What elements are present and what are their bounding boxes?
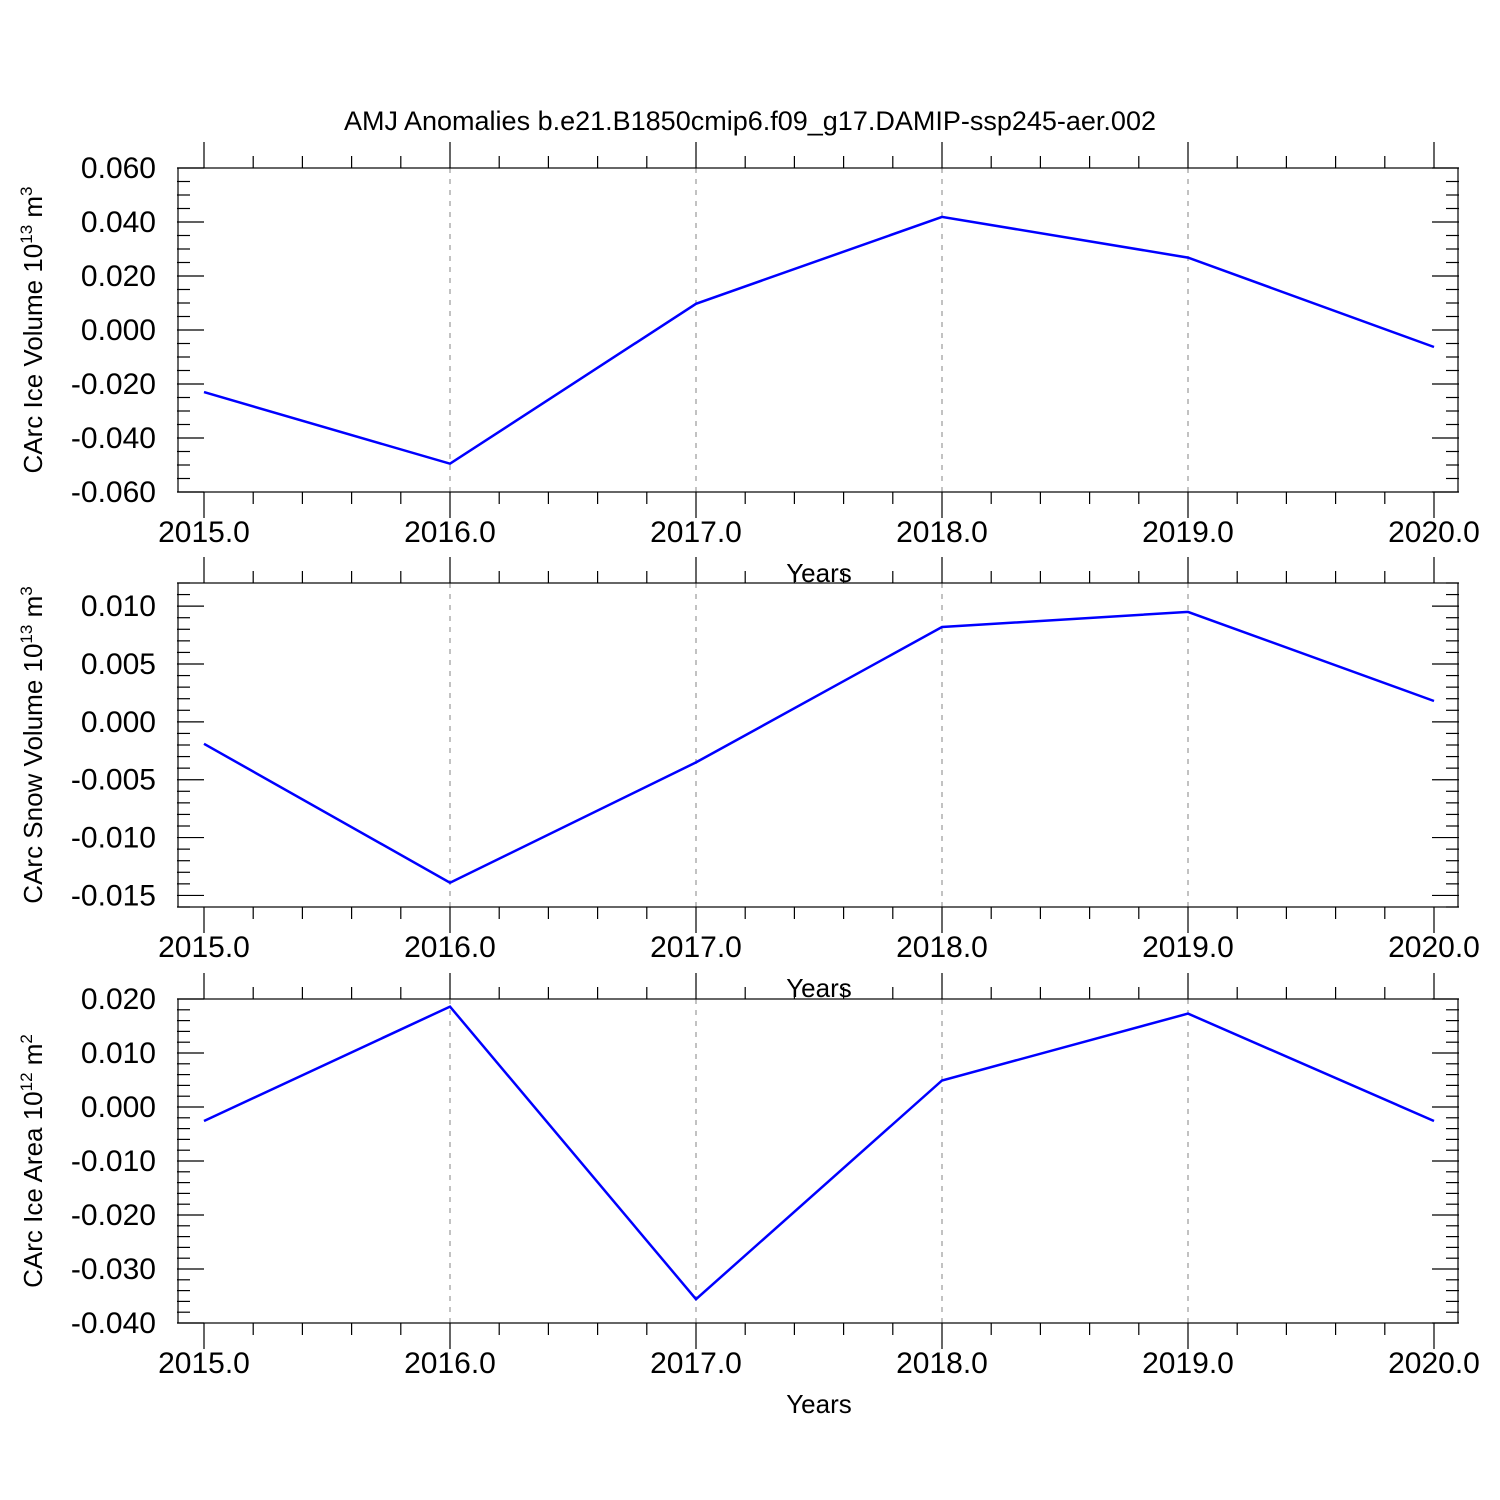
y-axis-label-exponent: 2	[17, 1034, 36, 1043]
y-tick-label: 0.000	[81, 314, 156, 347]
x-tick-label: 2017.0	[650, 516, 742, 549]
x-tick-label: 2017.0	[650, 1347, 742, 1380]
y-tick-label: -0.010	[71, 822, 156, 855]
y-axis-label-text: CArc Ice Volume 10	[18, 244, 48, 474]
y-tick-label: 0.005	[81, 648, 156, 681]
series-line	[203, 215, 1435, 466]
y-tick-label: 0.020	[81, 983, 156, 1016]
y-tick-label: -0.010	[71, 1145, 156, 1178]
y-tick-label: 0.010	[81, 1037, 156, 1070]
x-tick-label: 2016.0	[404, 931, 496, 964]
y-axis-label-text: CArc Snow Volume 10	[18, 644, 48, 904]
y-axis-label-text: m	[18, 196, 48, 225]
y-tick-label: -0.040	[71, 1307, 156, 1340]
x-tick-label: 2019.0	[1142, 1347, 1234, 1380]
plot-frame	[177, 582, 1459, 908]
y-tick-label: 0.000	[81, 1091, 156, 1124]
y-tick-label: -0.060	[71, 476, 156, 509]
y-tick-label: 0.020	[81, 260, 156, 293]
y-axis-label: CArc Ice Area 1012 m2	[17, 1034, 48, 1288]
x-tick-label: 2017.0	[650, 931, 742, 964]
y-tick-label: -0.020	[71, 1199, 156, 1232]
x-tick-label: 2020.0	[1388, 516, 1480, 549]
x-tick-label: 2015.0	[158, 931, 250, 964]
x-tick-label: 2019.0	[1142, 516, 1234, 549]
y-tick-label: 0.040	[81, 206, 156, 239]
y-tick-label: -0.020	[71, 368, 156, 401]
y-tick-label: 0.060	[81, 152, 156, 185]
y-axis-label-exponent: 3	[17, 586, 36, 595]
series-line	[203, 1005, 1435, 1301]
y-tick-label: -0.015	[71, 879, 156, 912]
y-axis-label-exponent: 3	[17, 186, 36, 195]
y-axis-label-text: CArc Ice Area 10	[18, 1091, 48, 1288]
y-tick-label: 0.000	[81, 706, 156, 739]
y-axis-label: CArc Ice Volume 1013 m3	[17, 186, 48, 473]
plot-frame	[177, 167, 1459, 493]
x-tick-label: 2020.0	[1388, 1347, 1480, 1380]
x-tick-label: 2018.0	[896, 516, 988, 549]
panel-snow-volume: -0.015 -0.010 -0.005 0.000 0.005 0.010 2015.0 2…	[17, 557, 1480, 1003]
series-line	[203, 610, 1435, 885]
panel-ice-area: -0.040 -0.030 -0.020 -0.010 0.000 0.010 0.020 2…	[17, 973, 1480, 1419]
x-tick-label: 2016.0	[404, 1347, 496, 1380]
panel-ice-volume: -0.060 -0.040 -0.020 0.000 0.020 0.040 0.060 20…	[17, 142, 1480, 588]
y-axis-label-exponent: 13	[17, 225, 36, 244]
x-tick-label: 2020.0	[1388, 931, 1480, 964]
x-tick-label: 2019.0	[1142, 931, 1234, 964]
x-tick-label: 2015.0	[158, 1347, 250, 1380]
x-tick-label: 2018.0	[896, 931, 988, 964]
y-tick-label: -0.040	[71, 422, 156, 455]
figure-title: AMJ Anomalies b.e21.B1850cmip6.f09_g17.D…	[344, 106, 1156, 136]
y-axis-label-exponent: 13	[17, 625, 36, 644]
y-tick-label: 0.010	[81, 590, 156, 623]
x-axis-label: Years	[786, 973, 852, 1003]
y-tick-label: -0.005	[71, 764, 156, 797]
x-axis-label: Years	[786, 1389, 852, 1419]
x-tick-label: 2015.0	[158, 516, 250, 549]
y-axis-label-text: m	[18, 596, 48, 625]
x-tick-label: 2018.0	[896, 1347, 988, 1380]
y-axis-label: CArc Snow Volume 1013 m3	[17, 586, 48, 903]
x-tick-label: 2016.0	[404, 516, 496, 549]
y-axis-label-exponent: 12	[17, 1072, 36, 1091]
y-axis-label-text: m	[18, 1044, 48, 1073]
y-tick-label: -0.030	[71, 1253, 156, 1286]
